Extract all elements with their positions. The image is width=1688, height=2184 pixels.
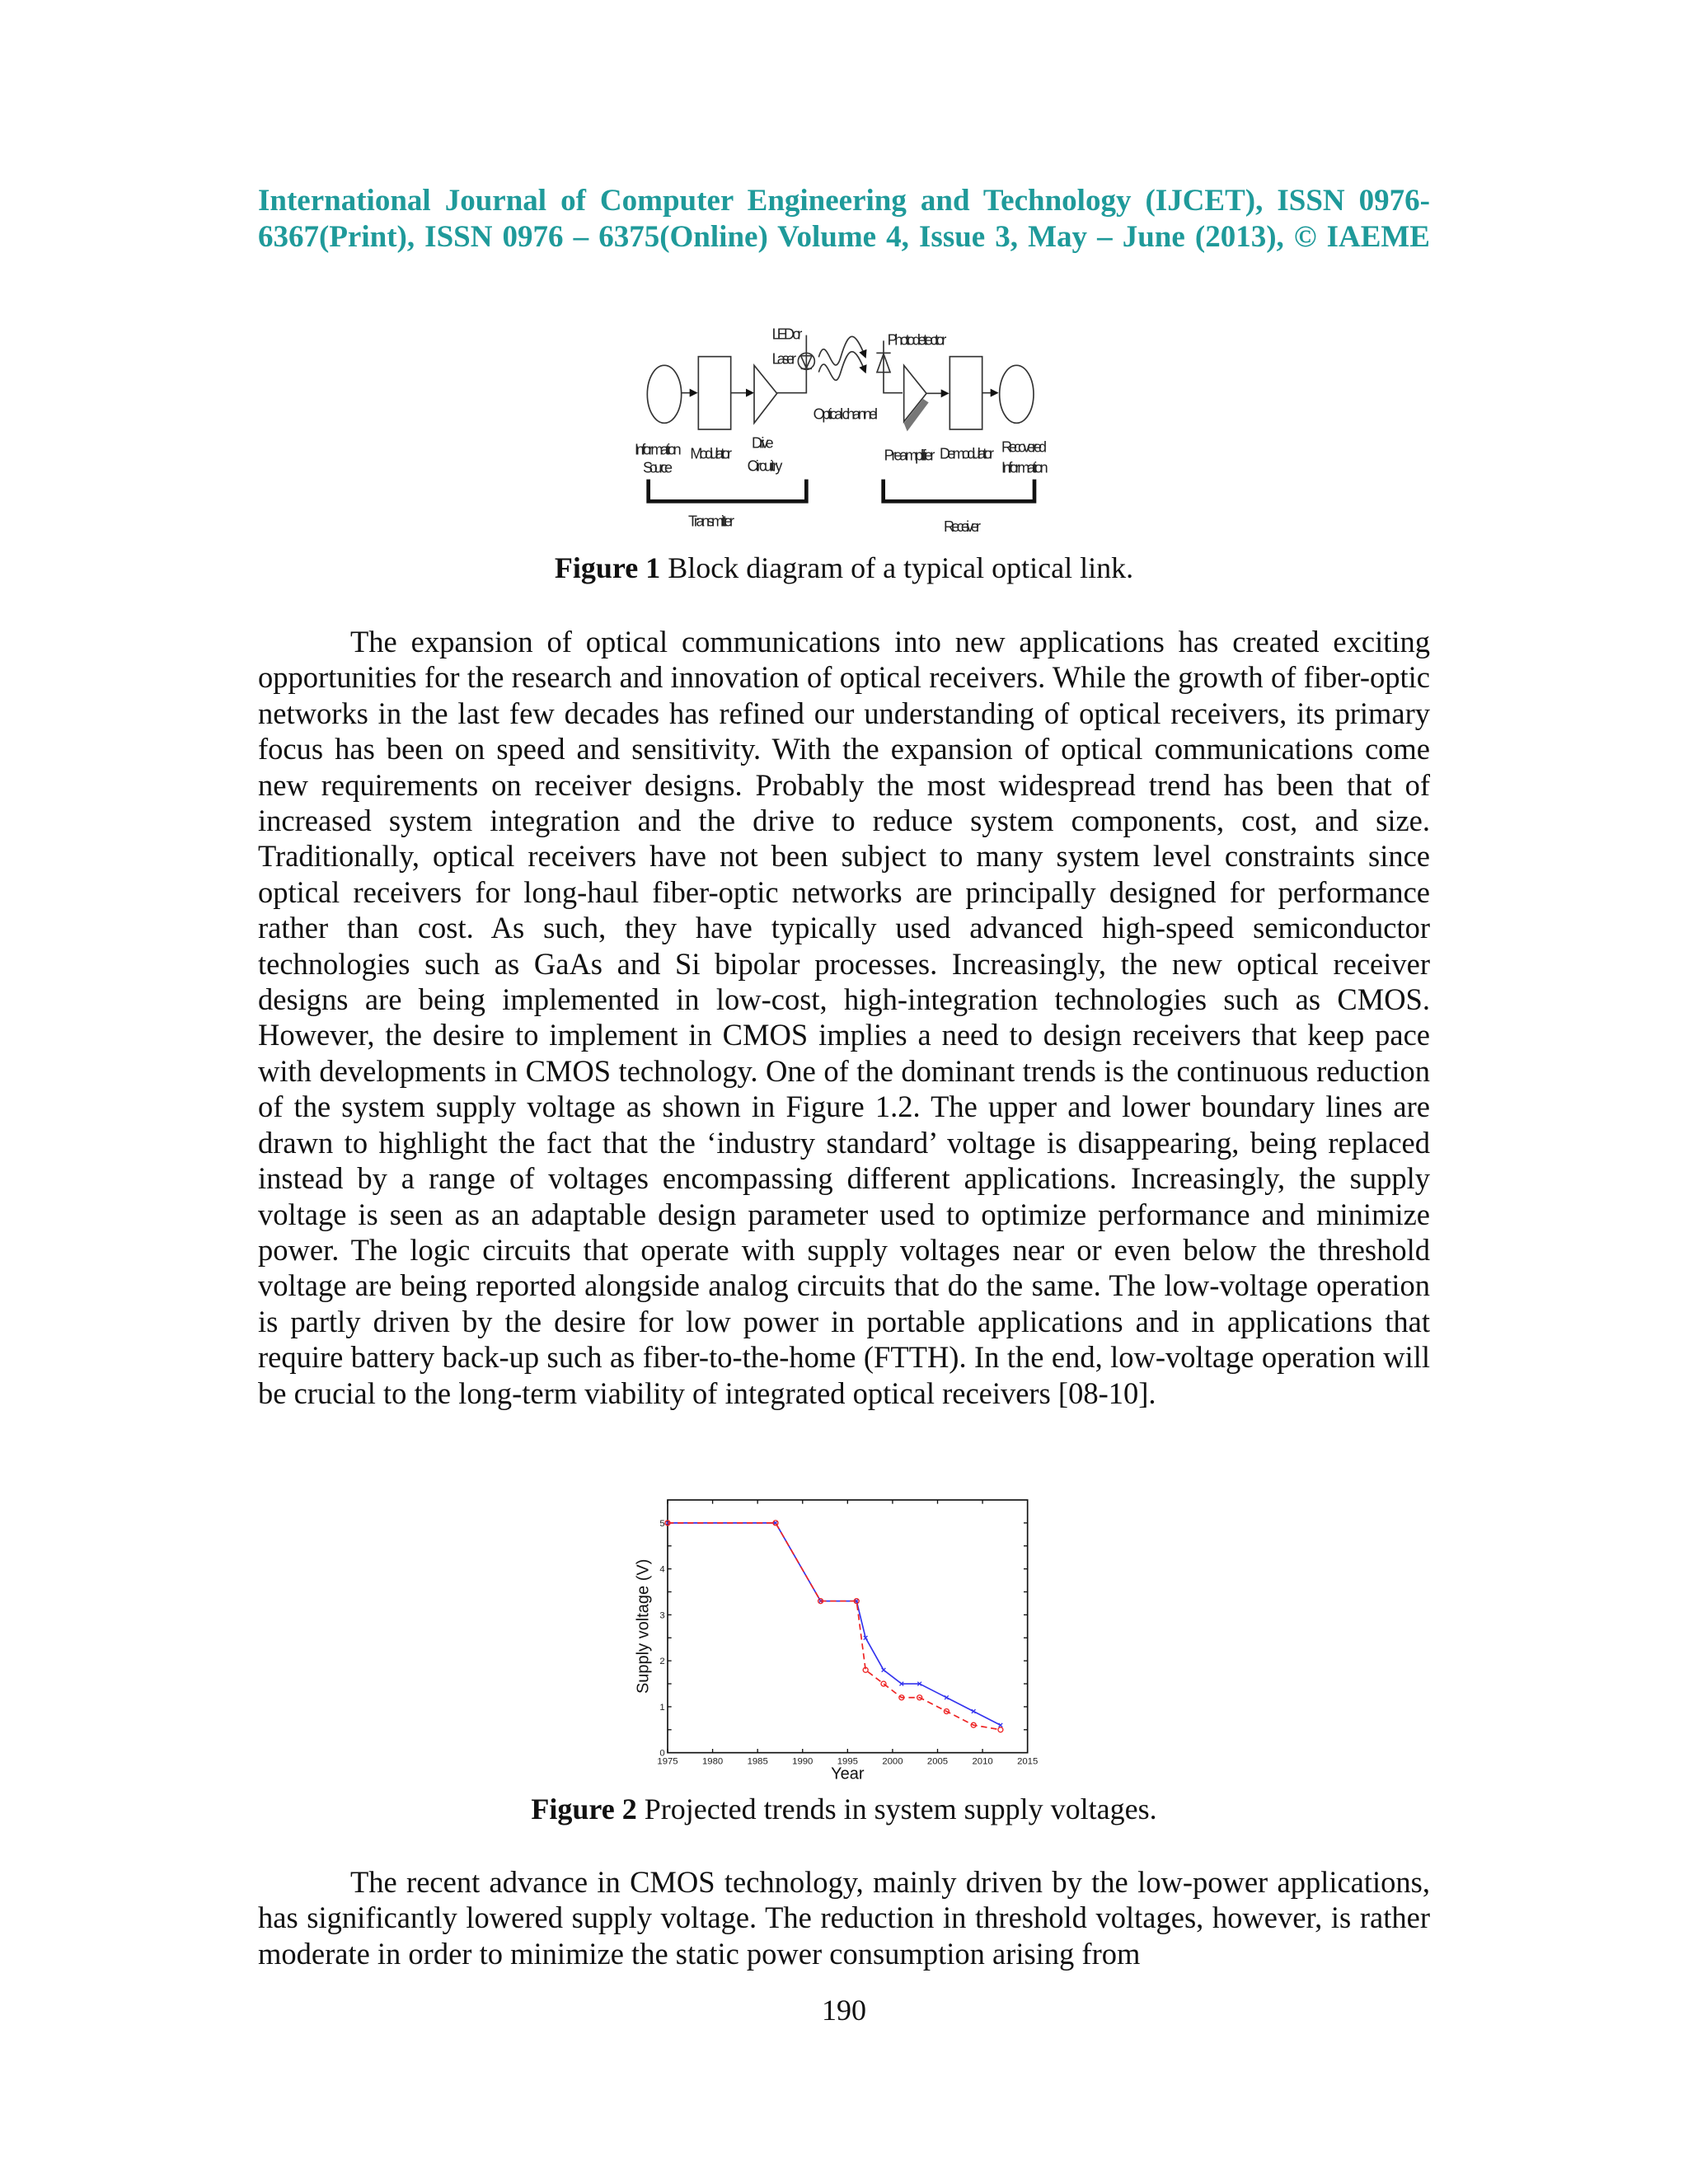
- recovered-label-2: Information: [1001, 459, 1048, 476]
- preamplifier: [903, 363, 928, 424]
- data-point: [854, 1598, 860, 1604]
- data-point: [853, 1598, 860, 1605]
- receiver-bracket: [881, 479, 1037, 504]
- data-point: [971, 1708, 976, 1714]
- photodetector-label: Photodetector: [888, 331, 947, 348]
- body-paragraph-1: The expansion of optical communications …: [258, 625, 1430, 1410]
- x-axis-label: Year: [831, 1765, 865, 1783]
- x-tick-label: 2015: [1017, 1757, 1038, 1767]
- modulator-label: Modulator: [690, 446, 732, 462]
- y-tick-label: 5: [659, 1519, 664, 1529]
- data-point: [970, 1722, 977, 1728]
- data-point: [917, 1681, 922, 1686]
- data-point: [944, 1694, 950, 1700]
- drive-label-1: Drive: [752, 434, 774, 451]
- y-tick-label: 2: [659, 1657, 664, 1666]
- data-point: [997, 1727, 1004, 1733]
- figure-2-caption-label: Figure 2: [531, 1793, 637, 1825]
- figure-1-caption-text: Block diagram of a typical optical link.: [660, 551, 1134, 584]
- x-tick-label: 2005: [927, 1757, 948, 1767]
- info-source-label-2: Source: [643, 459, 673, 476]
- data-point: [899, 1681, 904, 1686]
- data-point: [664, 1520, 671, 1526]
- body-paragraph-2: The recent advance in CMOS technology, m…: [258, 1865, 1430, 1971]
- information-source-circle: [646, 364, 682, 424]
- data-point: [881, 1667, 886, 1673]
- journal-header: International Journal of Computer Engine…: [258, 183, 1430, 255]
- data-point: [817, 1598, 824, 1605]
- x-tick-label: 2010: [972, 1757, 992, 1767]
- header-line-1: International Journal of Computer Engine…: [258, 184, 1430, 218]
- header-line-2: 6367(Print), ISSN 0976 – 6375(Online) Vo…: [258, 220, 1430, 254]
- data-point: [863, 1635, 868, 1641]
- x-tick-label: 1995: [837, 1757, 858, 1767]
- data-point: [862, 1666, 869, 1673]
- series-line-1: [668, 1522, 1001, 1731]
- data-point: [916, 1694, 923, 1701]
- figure-2-caption: Figure 2 Projected trends in system supp…: [258, 1792, 1430, 1826]
- modulator-block: [697, 355, 732, 430]
- figure-2-caption-text: Projected trends in system supply voltag…: [636, 1793, 1157, 1825]
- data-point: [898, 1694, 905, 1701]
- receiver-label: Receiver: [944, 518, 981, 535]
- y-tick-label: 4: [659, 1565, 664, 1575]
- figure-2-chart: 1975 1980 1985 1990 1995 2000 2005 2010 2015 0 1 2 3…: [635, 1499, 1038, 1783]
- transmitter-label: Transmitter: [688, 513, 734, 529]
- x-tick-label: 1975: [657, 1757, 678, 1767]
- y-tick-label: 1: [659, 1703, 664, 1713]
- demodulator-block: [949, 355, 983, 430]
- optical-wave: [818, 335, 867, 366]
- laser-label: Laser: [772, 351, 796, 368]
- figure-1-caption: Figure 1 Block diagram of a typical opti…: [258, 551, 1430, 585]
- led-label: LED or: [772, 326, 803, 343]
- figure-1-caption-label: Figure 1: [554, 551, 661, 584]
- drive-amplifier: [753, 363, 778, 425]
- data-point: [880, 1680, 887, 1687]
- figure-1-block-diagram: LED or Laser Photodetector Optical chann…: [635, 326, 1048, 535]
- x-tick-label: 2000: [882, 1757, 903, 1767]
- y-axis-label: Supply voltage (V): [635, 1559, 653, 1694]
- info-source-label-1: Information: [635, 442, 682, 458]
- optical-channel-label: Optical channel: [814, 405, 878, 422]
- series-line-0: [668, 1522, 1001, 1726]
- drive-label-2: Circuitry: [748, 458, 783, 475]
- transmitter-bracket: [646, 479, 809, 504]
- recovered-information-circle: [998, 364, 1034, 424]
- plot-frame: [667, 1499, 1029, 1754]
- data-point: [772, 1520, 779, 1526]
- y-tick-label: 0: [659, 1749, 664, 1759]
- y-tick-label: 3: [659, 1610, 664, 1620]
- data-point: [998, 1722, 1003, 1728]
- preamplifier-label: Preamplifier: [884, 447, 935, 463]
- recovered-label-1: Recovered: [1001, 438, 1047, 455]
- demodulator-label: Demodulator: [940, 446, 994, 462]
- data-point: [943, 1708, 950, 1715]
- x-tick-label: 1985: [748, 1757, 768, 1767]
- page-number: 190: [822, 1994, 866, 2027]
- x-tick-label: 1980: [702, 1757, 723, 1767]
- x-tick-label: 1990: [792, 1757, 813, 1767]
